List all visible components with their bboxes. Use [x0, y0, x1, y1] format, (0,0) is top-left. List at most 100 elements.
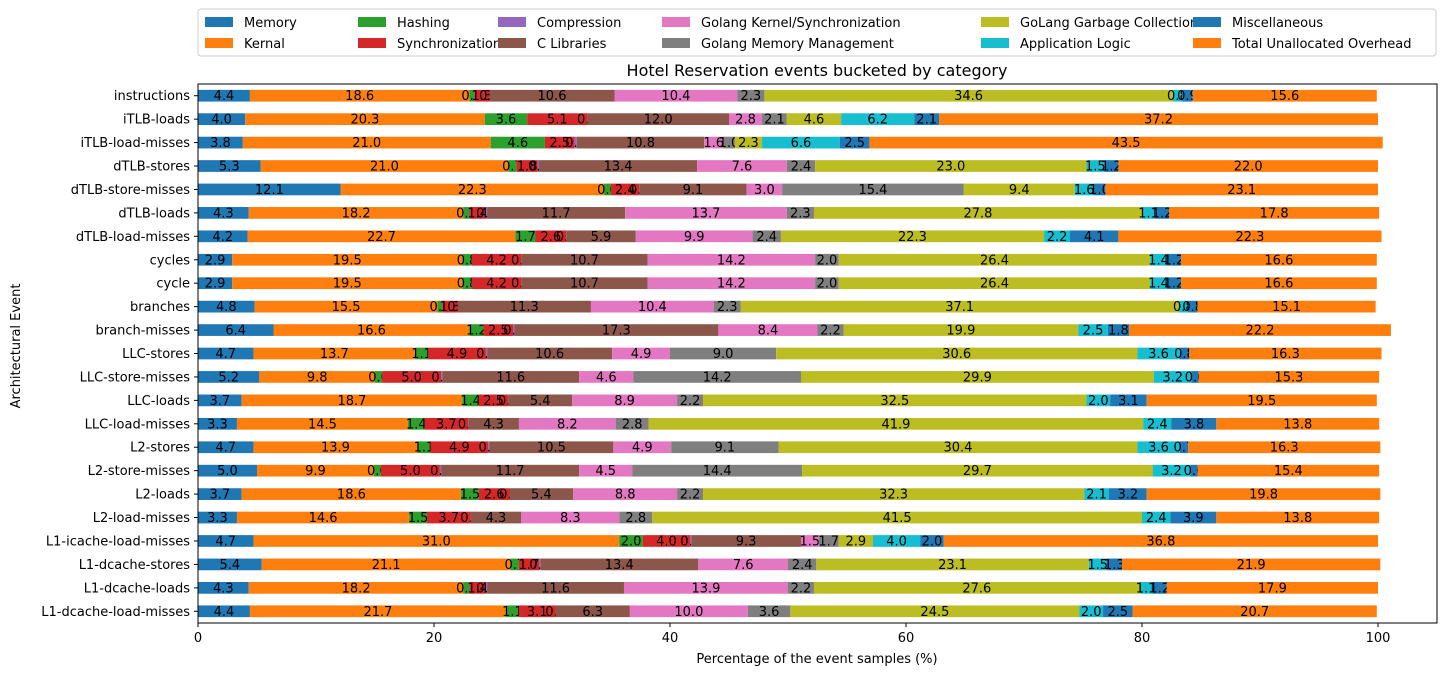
- bar-segment: [1172, 89, 1183, 102]
- bar-value-label: 18.2: [342, 206, 371, 221]
- bar-value-label: 2.0: [817, 253, 838, 268]
- bar-value-label: 2.0: [621, 534, 642, 549]
- bar-value-label: 5.4: [530, 394, 551, 409]
- x-axis-label: Percentage of the event samples (%): [696, 652, 937, 667]
- bar-value-label: 15.5: [332, 300, 361, 315]
- bar-segment: [489, 441, 614, 454]
- bar-segment: [198, 207, 249, 219]
- bar-segment: [198, 300, 255, 313]
- bar-segment: [1106, 558, 1122, 571]
- bar-value-label: 3.2: [1162, 370, 1183, 385]
- bar-segment: [1118, 160, 1378, 172]
- bar-value-label: 37.1: [945, 300, 974, 315]
- bar-value-label: 3.7: [436, 417, 457, 432]
- bar-segment: [428, 347, 486, 360]
- bar-segment: [375, 371, 383, 383]
- bar-value-label: 43.5: [1112, 136, 1141, 151]
- bar-segment: [424, 417, 469, 430]
- bar-value-label: 9.1: [683, 183, 704, 198]
- bar-value-label: 9.4: [1009, 183, 1030, 198]
- bar-segment: [1086, 160, 1105, 172]
- bar-segment: [1146, 394, 1377, 407]
- bar-segment: [734, 136, 763, 149]
- bar-value-label: 19.9: [946, 324, 975, 339]
- y-tick-label: cycle: [156, 277, 190, 292]
- bar-segment: [914, 113, 940, 126]
- bar-value-label: 1.8: [517, 160, 538, 175]
- y-tick-label: branch-misses: [96, 324, 191, 339]
- bar-segment: [718, 324, 818, 336]
- axes-group: 0 20 40 60 80 100 instructions iTLB-loads iTLB-l…: [41, 83, 1438, 646]
- bar-value-label: 4.0: [211, 113, 232, 128]
- bar-segment: [786, 160, 816, 172]
- bar-segment: [1103, 605, 1133, 618]
- bar-value-label: 9.9: [684, 230, 705, 245]
- bar-value-label: 22.2: [1246, 324, 1275, 339]
- legend-swatch: [1193, 17, 1221, 27]
- bar-value-label: 1.4: [460, 394, 481, 409]
- bar-value-label: 3.7: [438, 511, 459, 526]
- bar-segment: [1166, 581, 1378, 594]
- bar-segment: [635, 230, 753, 243]
- bar-segment: [790, 605, 1080, 618]
- bar-segment: [248, 581, 464, 594]
- bar-segment: [441, 464, 580, 477]
- bar-value-label: 29.7: [963, 464, 992, 479]
- legend-entry-label: Total Unallocated Overhead: [1231, 37, 1411, 52]
- bar-segment: [249, 605, 506, 618]
- bar-segment: [198, 511, 237, 524]
- bar-segment: [788, 581, 814, 594]
- bar-value-label: 4.6: [507, 136, 528, 151]
- bar-segment: [841, 113, 915, 126]
- legend-entry-label: Golang Memory Management: [701, 37, 894, 52]
- bar-segment: [457, 300, 591, 313]
- bar-value-label: 2.5: [844, 136, 865, 151]
- bar-segment: [815, 160, 1087, 172]
- bar-segment: [625, 207, 787, 219]
- bar-segment: [619, 511, 653, 524]
- bar-segment: [1179, 347, 1190, 360]
- bar-segment: [939, 113, 1378, 126]
- bar-segment: [1182, 89, 1193, 102]
- bar-segment: [471, 277, 522, 290]
- bar-segment: [573, 488, 678, 500]
- y-tick-label: dTLB-store-misses: [71, 183, 190, 198]
- bar-segment: [1171, 417, 1217, 430]
- bar-segment: [838, 535, 873, 547]
- bar-value-label: 2.8: [735, 113, 756, 128]
- legend-swatch: [498, 38, 526, 48]
- legend-swatch: [662, 17, 690, 27]
- bar-value-label: 29.9: [963, 370, 992, 385]
- bar-value-label: 2.4: [1146, 511, 1167, 526]
- bar-segment: [198, 160, 261, 172]
- bar-segment: [236, 417, 409, 430]
- bar-segment: [872, 535, 921, 547]
- bar-value-label: 16.3: [1271, 347, 1300, 362]
- bar-value-label: 27.8: [964, 206, 993, 221]
- bar-value-label: 4.2: [486, 253, 507, 268]
- bar-value-label: 20.7: [1240, 605, 1269, 620]
- bar-value-label: 2.2: [1047, 230, 1068, 245]
- bar-value-label: 21.7: [363, 605, 392, 620]
- bar-segment: [817, 324, 844, 336]
- bar-value-label: 2.3: [717, 300, 738, 315]
- bar-value-label: 3.7: [209, 488, 230, 503]
- bar-value-label: 15.3: [1274, 370, 1303, 385]
- bar-value-label: 1.2: [1101, 160, 1122, 175]
- bar-segment: [487, 347, 613, 360]
- bar-segment: [691, 535, 801, 547]
- bar-value-label: 2.0: [817, 277, 838, 292]
- bar-segment: [488, 441, 490, 454]
- bar-value-label: 10.4: [661, 89, 690, 104]
- bar-value-label: 21.1: [372, 558, 401, 573]
- bar-segment: [198, 441, 254, 454]
- x-tick-label: 100: [1366, 631, 1391, 646]
- bar-value-label: 4.3: [213, 206, 234, 221]
- bar-segment: [521, 511, 620, 524]
- bar-value-label: 2.5: [483, 394, 504, 409]
- bar-segment: [1088, 558, 1107, 571]
- bar-value-label: 2.1: [764, 113, 785, 128]
- bar-value-label: 17.9: [1258, 581, 1287, 596]
- bar-segment: [590, 300, 714, 313]
- bar-value-label: 4.7: [215, 347, 236, 362]
